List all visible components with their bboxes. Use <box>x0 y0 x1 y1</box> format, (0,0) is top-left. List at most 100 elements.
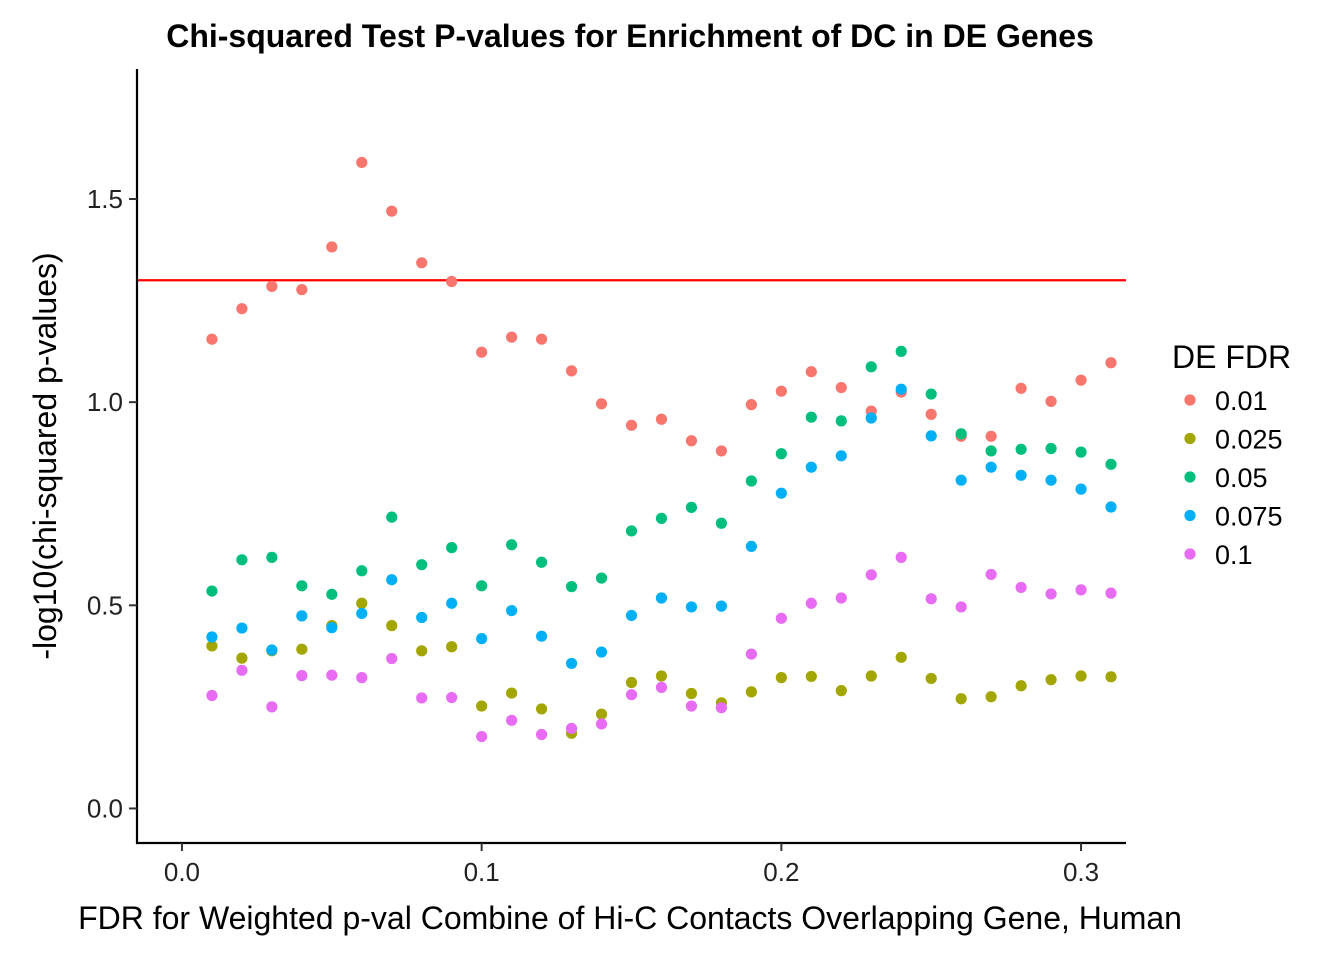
data-point <box>865 412 877 424</box>
data-point <box>775 385 787 397</box>
data-point <box>835 450 847 462</box>
data-point <box>1075 446 1087 458</box>
data-point <box>895 651 907 663</box>
data-point <box>1045 442 1057 455</box>
data-point <box>565 365 578 377</box>
data-point <box>535 556 548 568</box>
data-point <box>985 568 997 581</box>
data-point <box>775 672 787 684</box>
y-axis-ticks: 0.0 0.5 1.0 1.5 <box>87 184 137 823</box>
data-point <box>416 692 428 704</box>
data-point <box>955 693 967 705</box>
data-point <box>925 593 937 605</box>
data-point <box>386 205 398 217</box>
data-point <box>206 333 218 345</box>
data-point <box>1045 588 1057 600</box>
data-point <box>266 551 278 563</box>
data-point <box>236 622 248 634</box>
data-point <box>955 474 967 486</box>
data-point <box>595 646 608 658</box>
data-point <box>985 445 997 457</box>
data-point <box>835 685 847 697</box>
data-point <box>625 689 638 701</box>
data-point <box>595 718 608 730</box>
data-point <box>835 415 847 427</box>
data-point <box>835 592 847 604</box>
data-point <box>1045 474 1057 486</box>
data-point <box>476 346 488 358</box>
y-tick-label: 0.5 <box>87 590 123 620</box>
data-point <box>595 398 608 410</box>
data-point <box>326 241 338 253</box>
data-point <box>925 430 937 442</box>
data-point <box>925 408 937 420</box>
data-point <box>416 611 428 624</box>
data-point <box>595 708 608 720</box>
data-point <box>745 648 757 660</box>
data-point <box>775 612 787 624</box>
data-point <box>805 411 817 423</box>
data-point <box>326 669 338 681</box>
data-point <box>296 284 308 296</box>
data-point <box>1105 501 1117 513</box>
chart-title: Chi-squared Test P-values for Enrichment… <box>166 18 1094 54</box>
data-point <box>236 664 248 676</box>
data-point <box>506 539 518 551</box>
data-point <box>745 475 757 487</box>
data-point <box>356 597 368 609</box>
plot-area <box>137 156 1126 743</box>
y-tick-label: 1.5 <box>87 184 123 214</box>
series-0.025 <box>206 597 1117 739</box>
data-point <box>535 728 548 741</box>
data-point <box>1105 458 1117 470</box>
data-point <box>236 652 248 664</box>
data-point <box>1045 395 1057 407</box>
data-point <box>535 630 548 642</box>
data-point <box>955 428 967 440</box>
data-point <box>895 383 907 395</box>
data-point <box>775 487 787 499</box>
data-point <box>865 569 877 581</box>
data-point <box>565 722 578 735</box>
legend-key <box>1184 432 1196 445</box>
data-point <box>326 588 338 600</box>
legend-key <box>1184 394 1196 406</box>
data-point <box>805 461 817 473</box>
legend-key <box>1184 471 1196 483</box>
series-0.01 <box>206 156 1117 457</box>
data-point <box>925 672 937 685</box>
data-point <box>685 501 698 513</box>
data-point <box>685 700 698 712</box>
data-point <box>476 633 488 645</box>
data-point <box>416 559 428 571</box>
series-0.05 <box>206 345 1117 600</box>
data-point <box>565 581 578 593</box>
data-point <box>296 610 308 622</box>
data-point <box>1075 483 1087 495</box>
data-point <box>715 445 728 457</box>
y-axis-title: -log10(chi-squared p-values) <box>27 252 63 659</box>
data-point <box>745 540 757 553</box>
data-point <box>715 702 728 714</box>
data-point <box>925 388 937 400</box>
data-point <box>266 701 278 713</box>
data-point <box>895 551 907 563</box>
data-point <box>595 572 608 584</box>
data-point <box>685 687 698 700</box>
data-point <box>1075 584 1087 596</box>
data-point <box>745 399 757 411</box>
data-point <box>985 691 997 703</box>
series-0.075 <box>206 383 1117 670</box>
x-axis-title: FDR for Weighted p-val Combine of Hi-C C… <box>78 900 1182 936</box>
legend-label: 0.075 <box>1215 502 1283 532</box>
data-point <box>296 580 308 592</box>
data-point <box>296 670 308 682</box>
data-point <box>985 461 997 473</box>
data-point <box>1105 357 1117 369</box>
data-point <box>446 641 458 653</box>
data-point <box>446 542 458 554</box>
legend: DE FDR 0.01 0.025 0.05 0.075 0.1 <box>1172 339 1291 570</box>
legend-label: 0.1 <box>1215 540 1253 570</box>
data-point <box>655 592 668 604</box>
data-point <box>865 670 877 682</box>
